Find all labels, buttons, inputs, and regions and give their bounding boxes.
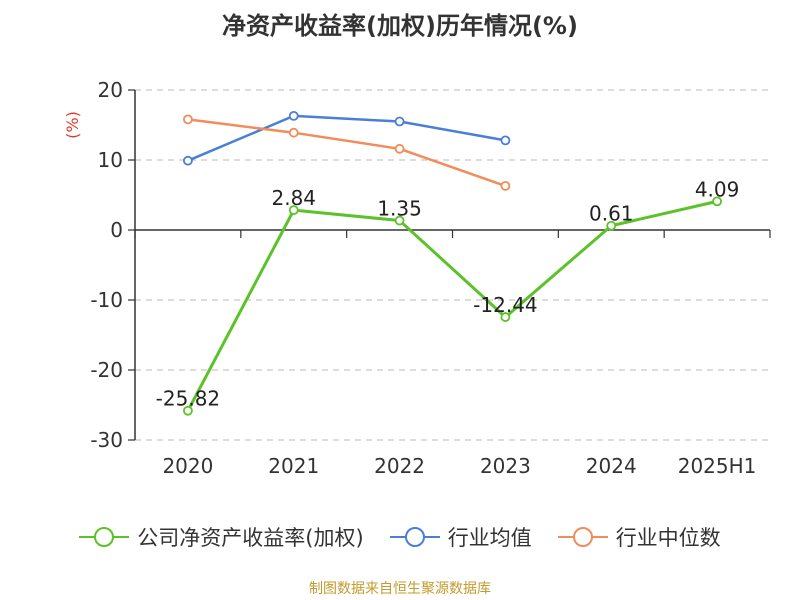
data-label-company-roe-2022: 1.35 xyxy=(377,197,422,221)
x-tick-label-1: 2021 xyxy=(268,454,319,478)
data-label-company-roe-2024: 0.61 xyxy=(589,202,634,226)
data-label-company-roe-2020: -25.82 xyxy=(156,387,220,411)
legend-swatch-industry-mean xyxy=(389,527,440,547)
data-point-company-roe-2022 xyxy=(394,215,405,226)
data-label-company-roe-2021: 2.84 xyxy=(271,186,316,210)
x-tick-label-0: 2020 xyxy=(162,454,213,478)
y-tick-label-3: -10 xyxy=(90,288,123,312)
x-tick-label-3: 2023 xyxy=(480,454,531,478)
series-line-industry-median xyxy=(187,118,506,188)
y-tick-label-0: 20 xyxy=(98,78,123,102)
legend-item-company-roe[interactable]: 公司净资产收益率(加权) xyxy=(79,522,364,552)
data-point-industry-median-2023 xyxy=(500,180,511,191)
series-line-company-roe xyxy=(186,199,718,412)
legend-item-industry-median[interactable]: 行业中位数 xyxy=(557,522,721,552)
data-label-company-roe-2025H1: 4.09 xyxy=(695,177,740,201)
y-tick-label-1: 10 xyxy=(98,148,123,172)
data-point-industry-median-2022 xyxy=(394,143,405,154)
source-note: 制图数据来自恒生聚源数据库 xyxy=(309,581,491,597)
data-point-industry-mean-2022 xyxy=(394,116,405,127)
data-point-company-roe-2025H1 xyxy=(712,196,722,207)
chart-title: 净资产收益率(加权)历年情况(%) xyxy=(222,12,578,40)
data-point-company-roe-2020 xyxy=(183,405,193,416)
legend-label-industry-mean: 行业均值 xyxy=(447,526,532,550)
y-tick-label-2: 0 xyxy=(110,218,123,242)
series-line-industry-mean xyxy=(187,114,506,162)
legend: 公司净资产收益率(加权) 行业均值 行业中位数 xyxy=(0,522,800,552)
legend-label-company-roe: 公司净资产收益率(加权) xyxy=(137,526,364,550)
y-tick-label-5: -30 xyxy=(90,428,123,452)
data-point-industry-mean-2021 xyxy=(288,111,299,121)
data-point-company-roe-2021 xyxy=(288,205,299,216)
data-point-industry-mean-2020 xyxy=(183,155,193,166)
y-tick-label-4: -20 xyxy=(90,358,123,382)
data-point-industry-median-2021 xyxy=(288,127,299,138)
legend-swatch-industry-median xyxy=(557,527,608,547)
y-axis-label: (%) xyxy=(63,111,82,139)
legend-label-industry-median: 行业中位数 xyxy=(615,526,721,550)
x-tick-label-5: 2025H1 xyxy=(678,454,757,478)
data-point-industry-mean-2023 xyxy=(500,135,511,146)
data-label-company-roe-2023: -12.44 xyxy=(473,293,537,317)
legend-swatch-company-roe xyxy=(79,527,130,547)
data-point-industry-median-2020 xyxy=(183,114,193,125)
data-point-company-roe-2024 xyxy=(606,220,617,231)
x-tick-label-2: 2022 xyxy=(374,454,425,478)
data-point-company-roe-2023 xyxy=(500,312,511,322)
x-tick-label-4: 2024 xyxy=(586,454,637,478)
legend-item-industry-mean[interactable]: 行业均值 xyxy=(389,522,532,552)
